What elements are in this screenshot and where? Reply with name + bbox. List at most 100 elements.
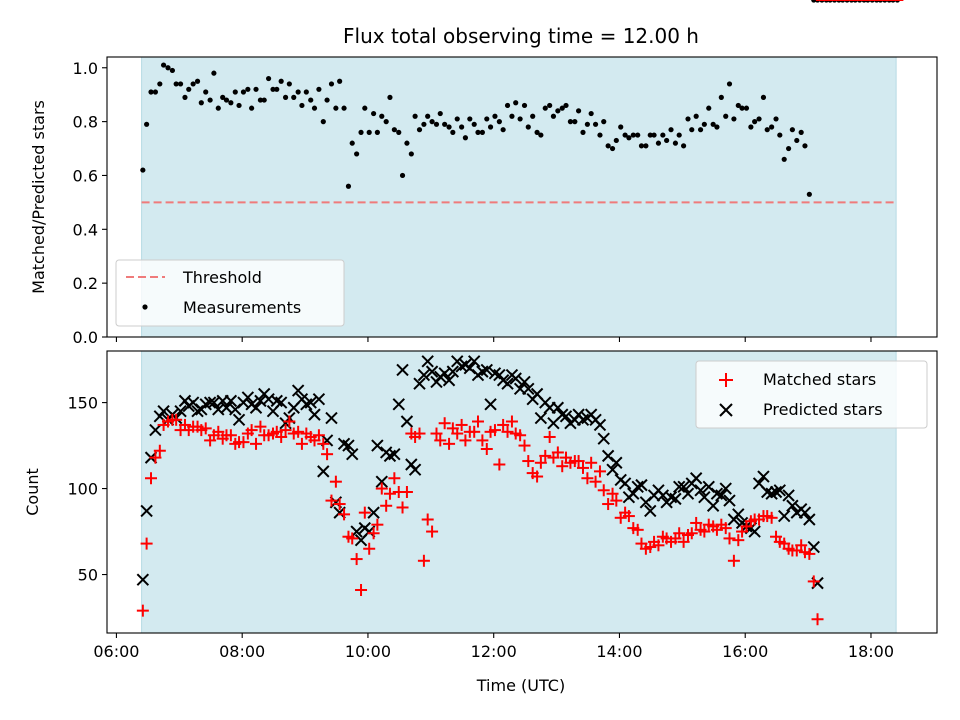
matched-star-marker xyxy=(367,527,380,540)
matched-star-marker xyxy=(765,511,778,524)
x-tick-label: 14:00 xyxy=(596,642,642,661)
predicted-star-marker xyxy=(312,392,326,406)
ratio-plot-frame xyxy=(106,56,938,338)
measurement-point xyxy=(412,113,418,119)
measurement-point xyxy=(630,132,636,138)
predicted-star-marker xyxy=(388,447,401,461)
predicted-star-marker xyxy=(518,375,531,389)
measurement-point xyxy=(429,119,435,125)
measurement-point xyxy=(685,116,691,122)
measurement-point xyxy=(638,143,645,149)
predicted-star-marker xyxy=(593,418,607,432)
matched-star-marker xyxy=(543,430,556,443)
predicted-star-marker xyxy=(480,363,493,377)
matched-star-marker xyxy=(597,484,610,497)
predicted-star-marker xyxy=(597,432,610,445)
matched-star-marker xyxy=(501,425,514,438)
matched-star-marker xyxy=(153,444,166,457)
matched-star-marker xyxy=(333,498,346,511)
counts-plot-frame xyxy=(106,350,938,634)
predicted-star-marker xyxy=(442,374,456,387)
measurement-point xyxy=(220,94,226,100)
predicted-star-marker xyxy=(468,355,481,368)
matched-star-marker xyxy=(488,424,501,437)
predicted-star-marker xyxy=(748,525,761,538)
matched-star-marker xyxy=(355,584,368,597)
measurement-point xyxy=(676,132,682,138)
measurement-point xyxy=(341,105,347,111)
y-tick-label: 1.0 xyxy=(73,59,98,78)
measurement-point xyxy=(492,113,498,119)
matched-star-marker xyxy=(455,418,468,431)
legend-matched-swatch xyxy=(719,373,733,387)
measurement-point xyxy=(626,135,632,141)
predicted-star-marker xyxy=(706,499,720,512)
matched-star-marker xyxy=(807,575,820,588)
measurement-point xyxy=(739,105,745,111)
predicted-star-marker xyxy=(522,382,535,396)
matched-star-marker xyxy=(417,554,430,567)
measurement-point xyxy=(140,167,146,173)
predicted-star-marker xyxy=(375,475,388,488)
measurement-point xyxy=(789,127,795,133)
measurement-point xyxy=(462,135,469,141)
measurement-point xyxy=(513,100,519,106)
matched-star-marker xyxy=(652,539,665,552)
x-tick-label: 18:00 xyxy=(848,642,894,661)
y-tick-label: 0.8 xyxy=(73,113,98,132)
x-tick-label: 12:00 xyxy=(471,642,517,661)
matched-star-marker xyxy=(199,422,212,435)
matched-star-marker xyxy=(493,458,506,471)
matched-star-marker xyxy=(514,429,527,442)
predicted-star-marker xyxy=(534,411,548,425)
matched-star-marker xyxy=(317,437,330,450)
legend-measurements-label: Measurements xyxy=(183,298,301,317)
ratio-x-ticks xyxy=(115,337,872,342)
measurement-point xyxy=(592,121,599,127)
predicted-star-marker xyxy=(757,470,770,483)
predicted-star-marker xyxy=(610,456,623,469)
measurement-point xyxy=(651,132,657,138)
legend-predicted-label: Predicted stars xyxy=(763,400,883,419)
measurement-point xyxy=(601,119,607,125)
measurement-point xyxy=(157,81,163,87)
measurement-point xyxy=(714,124,720,130)
measurement-point xyxy=(387,94,393,100)
measurement-point xyxy=(169,67,175,74)
measurement-point xyxy=(404,140,410,146)
predicted-star-marker xyxy=(346,447,359,461)
predicted-star-marker xyxy=(371,439,384,452)
matched-star-marker xyxy=(212,425,225,438)
measurement-point xyxy=(421,121,427,127)
predicted-star-marker xyxy=(732,508,745,521)
matched-star-marker xyxy=(551,446,564,459)
matched-star-marker xyxy=(325,494,338,507)
measurement-point xyxy=(504,102,511,109)
x-tick-label: 10:00 xyxy=(345,642,391,661)
measurement-point xyxy=(597,132,603,138)
measurement-point xyxy=(391,127,397,133)
counts-legend: Matched stars Predicted stars xyxy=(695,360,928,429)
measurement-point xyxy=(446,124,452,130)
matched-star-marker xyxy=(685,527,698,540)
matched-star-marker xyxy=(363,542,376,555)
measurement-point xyxy=(308,97,314,103)
measurement-point xyxy=(572,119,578,125)
legend-threshold-label: Threshold xyxy=(182,268,262,287)
measurement-point xyxy=(668,127,674,133)
measurement-point xyxy=(735,102,741,109)
predicted-star-marker xyxy=(224,394,238,408)
measurement-point xyxy=(475,129,481,135)
ratio-legend: Threshold Measurements xyxy=(115,259,345,327)
measurement-point xyxy=(362,105,368,111)
measurement-point xyxy=(660,132,666,138)
measurement-point xyxy=(249,105,255,111)
y-tick-label: 0.0 xyxy=(73,328,98,347)
predicted-star-marker xyxy=(367,506,380,519)
measurement-point xyxy=(487,124,494,130)
measurement-point xyxy=(295,89,301,95)
predicted-star-marker xyxy=(308,408,321,421)
ratio-y-axis: 0.0 0.2 0.4 0.6 0.8 1.0 xyxy=(73,59,107,347)
matched-star-marker xyxy=(589,475,602,488)
measurement-point xyxy=(547,102,553,109)
